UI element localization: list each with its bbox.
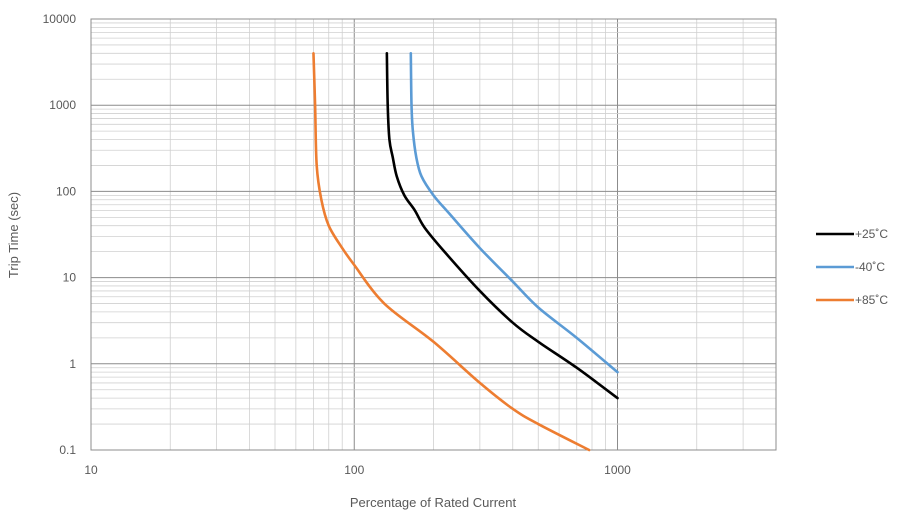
series-layer	[312, 52, 619, 452]
x-tick-label: 100	[344, 463, 364, 477]
legend-label: -40˚C	[855, 260, 885, 274]
series-line-1	[409, 52, 619, 374]
legend: +25˚C -40˚C +85˚C	[816, 227, 888, 307]
plot-area-frame	[90, 18, 777, 451]
y-tick-label: 10	[63, 271, 77, 285]
grid-layer	[90, 18, 777, 451]
legend-label: +25˚C	[855, 227, 888, 241]
series-line-0	[385, 52, 619, 400]
x-axis-title: Percentage of Rated Current	[350, 495, 517, 510]
y-axis-title: Trip Time (sec)	[6, 192, 21, 278]
y-tick-label: 0.1	[59, 443, 76, 457]
ticks-layer: 10 100 1000 0.1 1 10 100 1000 10000	[43, 12, 632, 477]
y-tick-label: 1	[69, 357, 76, 371]
legend-label: +85˚C	[855, 293, 888, 307]
y-tick-label: 10000	[43, 12, 77, 26]
y-tick-label: 1000	[49, 98, 76, 112]
series-line-2	[312, 52, 591, 452]
y-tick-label: 100	[56, 184, 76, 198]
x-tick-label: 10	[84, 463, 98, 477]
x-tick-label: 1000	[604, 463, 631, 477]
